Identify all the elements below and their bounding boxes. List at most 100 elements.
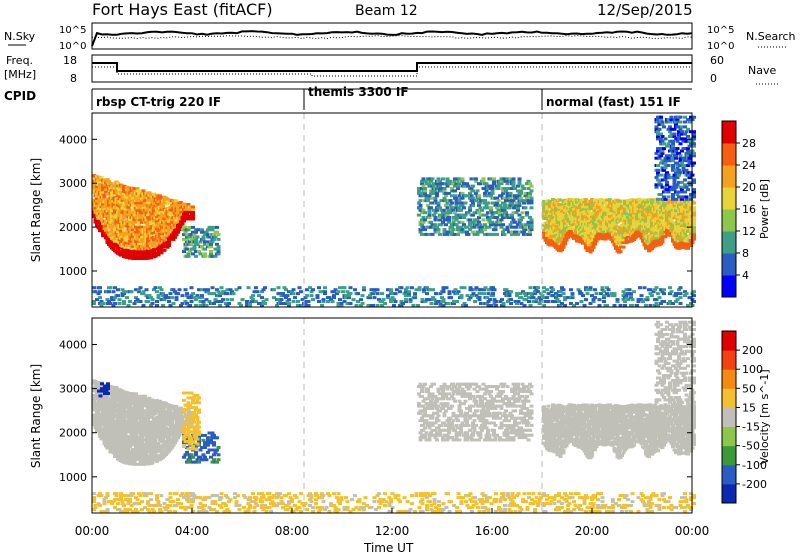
power-cell-2996 — [638, 234, 642, 238]
power-cell-4302 — [429, 302, 434, 305]
power-cell-1242 — [183, 245, 188, 249]
power-cell-1261 — [188, 250, 192, 253]
power-cell-582 — [131, 203, 135, 207]
power-cell-1515 — [442, 208, 447, 212]
power-cell-3795 — [680, 130, 684, 134]
power-cell-1666 — [468, 218, 472, 222]
power-cell-2471 — [584, 198, 588, 202]
power-cell-4452 — [536, 286, 540, 290]
power-cell-4219 — [360, 294, 365, 298]
power-cell-1827 — [496, 187, 501, 190]
power-cell-1422 — [427, 194, 432, 198]
power-cell-4057 — [219, 300, 224, 303]
power-cell-4306 — [431, 288, 435, 292]
power-cell-1308 — [203, 252, 207, 256]
power-cell-1028 — [162, 241, 167, 245]
power-cell-0 — [92, 215, 96, 219]
power-cell-4204 — [347, 296, 351, 300]
power-cell-4243 — [383, 302, 387, 305]
power-cell-1466 — [435, 225, 439, 229]
power-cell-449 — [123, 233, 128, 237]
power-cell-4504 — [576, 288, 581, 292]
power-cell-4455 — [539, 300, 543, 303]
power-cell-1811 — [493, 203, 498, 207]
power-cell-2039 — [543, 238, 548, 242]
power-cell-1457 — [433, 216, 438, 219]
power-cell-2771 — [614, 203, 618, 207]
power-cell-4286 — [414, 288, 419, 292]
power-cell-4140 — [293, 296, 297, 300]
power-cell-4517 — [588, 288, 593, 292]
power-cell-2018 — [529, 220, 534, 224]
power-cell-4367 — [479, 292, 483, 296]
power-cell-4077 — [237, 286, 242, 290]
power-cell-1598 — [456, 232, 460, 236]
power-cell-4440 — [530, 294, 534, 298]
power-cell-3820 — [684, 195, 689, 199]
power-cell-1748 — [483, 199, 487, 203]
power-cell-4278 — [408, 300, 413, 303]
power-cell-4021 — [197, 288, 201, 292]
power-cell-760 — [143, 230, 147, 234]
power-cell-4117 — [278, 300, 282, 303]
power-cell-4109 — [272, 288, 276, 292]
power-cell-1324 — [207, 228, 212, 232]
power-cell-3986 — [167, 300, 171, 303]
power-cell-1013 — [161, 245, 165, 249]
power-cell-3727 — [672, 118, 677, 122]
power-cell-3094 — [647, 220, 651, 224]
power-cell-4275 — [407, 294, 411, 298]
power-cell-3584 — [656, 149, 660, 153]
power-cell-4453 — [537, 302, 542, 305]
power-cell-584 — [131, 196, 135, 200]
power-cell-4234 — [375, 304, 380, 307]
power-cell-3956 — [141, 292, 146, 296]
velocity-cell-145 — [104, 439, 108, 443]
power-cell-3816 — [683, 125, 687, 129]
power-cell-4519 — [590, 294, 594, 298]
power-cell-1079 — [167, 236, 171, 240]
power-cell-1700 — [474, 191, 478, 195]
power-cell-4607 — [668, 286, 672, 290]
power-cell-3416 — [678, 205, 683, 209]
power-cell-3950 — [137, 290, 141, 294]
power-cell-1681 — [471, 230, 475, 234]
power-cell-2595 — [596, 218, 600, 222]
power-cell-1968 — [519, 196, 523, 200]
power-cell-2012 — [528, 194, 532, 198]
power-cell-4557 — [624, 288, 629, 292]
power-cell-3839 — [686, 135, 690, 138]
power-cell-3341 — [672, 233, 677, 237]
power-cell-1767 — [486, 187, 490, 190]
power-cell-2010 — [528, 216, 532, 219]
power-cell-4024 — [200, 296, 204, 300]
power-cell-2106 — [549, 224, 554, 228]
colorbar-title: Power [dB] — [758, 179, 771, 239]
power-cell-4481 — [557, 300, 561, 303]
power-cell-1871 — [502, 177, 507, 181]
power-cell-1878 — [504, 179, 508, 183]
power-cell-4315 — [438, 292, 443, 296]
power-cell-1095 — [168, 215, 173, 219]
power-cell-1366 — [418, 220, 423, 224]
power-cell-4356 — [471, 292, 476, 296]
power-cell-4525 — [597, 304, 602, 307]
power-cell-3669 — [666, 173, 671, 177]
power-cell-2382 — [576, 213, 581, 217]
power-cell-2216 — [558, 198, 563, 202]
power-cell-1183 — [179, 203, 183, 207]
power-cell-2791 — [617, 248, 621, 252]
power-cell-1458 — [433, 211, 438, 215]
power-cell-2598 — [596, 208, 600, 212]
power-cell-3309 — [668, 204, 672, 208]
power-cell-3910 — [105, 302, 110, 305]
power-cell-3700 — [671, 193, 675, 196]
power-cell-1086 — [167, 219, 171, 223]
power-cell-3603 — [659, 193, 663, 196]
power-cell-4252 — [390, 296, 395, 300]
power-cell-3757 — [675, 118, 680, 122]
power-cell-4597 — [659, 288, 663, 292]
power-cell-4199 — [342, 286, 347, 290]
power-cell-2879 — [624, 212, 629, 216]
power-cell-203 — [107, 180, 111, 184]
